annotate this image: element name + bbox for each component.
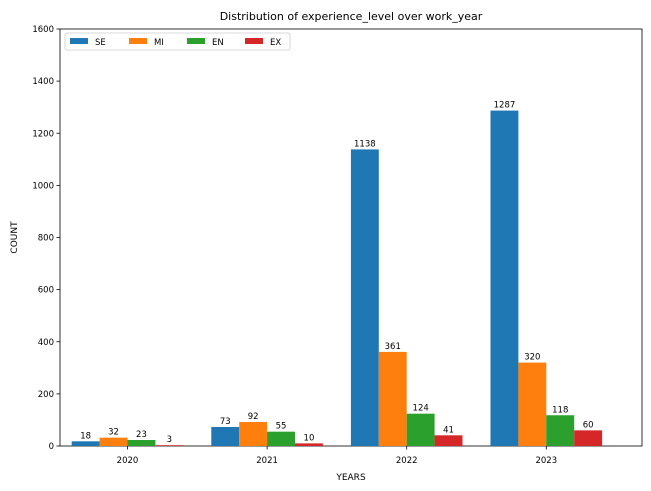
bar-mi-2022 <box>378 351 407 446</box>
x-axis: 2020 2021 2022 2023 <box>117 446 557 466</box>
bar-labels-layer: 18 73 1138 1287 32 92 361 320 23 55 124 118 3 10 41 60 <box>80 101 593 446</box>
bar-value-label: 41 <box>443 425 454 435</box>
bar-value-label: 118 <box>552 405 568 415</box>
x-axis-label: YEARS <box>335 473 366 483</box>
bar-value-label: 32 <box>108 428 119 438</box>
bar-value-label: 18 <box>80 431 91 441</box>
y-tick-label: 200 <box>38 390 54 400</box>
bar-ex-2023 <box>574 430 603 446</box>
y-tick-label: 0 <box>49 442 54 452</box>
bar-value-label: 10 <box>304 433 315 443</box>
x-tick-label: 2022 <box>396 456 418 466</box>
bar-value-label: 60 <box>583 420 594 430</box>
x-tick-label: 2021 <box>256 456 278 466</box>
legend-swatch-en <box>187 38 205 44</box>
legend-swatch-ex <box>245 38 263 44</box>
legend-swatch-mi <box>129 38 147 44</box>
bar-value-label: 1287 <box>494 101 516 111</box>
y-tick-label: 400 <box>38 338 54 348</box>
bar-value-label: 1138 <box>354 139 376 149</box>
bar-value-label: 23 <box>136 430 147 440</box>
bar-value-label: 55 <box>276 422 287 432</box>
bar-mi-2023 <box>518 362 547 446</box>
legend-label-ex: EX <box>270 38 281 48</box>
bar-se-2023 <box>490 110 519 446</box>
legend-swatch-se <box>70 38 88 44</box>
y-axis-label: COUNT <box>10 221 20 254</box>
bars-layer <box>71 110 603 446</box>
bar-se-2021 <box>211 426 240 446</box>
bar-en-2023 <box>546 415 575 446</box>
legend-label-se: SE <box>95 38 106 48</box>
legend-label-mi: MI <box>154 38 164 48</box>
y-tick-label: 1600 <box>32 25 54 35</box>
y-tick-label: 800 <box>38 234 54 244</box>
bar-ex-2020 <box>155 445 184 446</box>
bar-value-label: 3 <box>167 435 172 445</box>
bar-en-2020 <box>127 440 156 446</box>
bar-se-2020 <box>71 441 100 446</box>
y-tick-label: 1000 <box>32 181 54 191</box>
y-tick-label: 1400 <box>32 77 54 87</box>
bar-ex-2022 <box>434 435 463 446</box>
bar-value-label: 320 <box>524 353 540 363</box>
bar-se-2022 <box>350 149 379 446</box>
y-tick-label: 1200 <box>32 129 54 139</box>
bar-ex-2021 <box>295 443 323 446</box>
bar-value-label: 124 <box>413 404 429 414</box>
bar-en-2021 <box>267 431 295 446</box>
x-tick-label: 2023 <box>535 456 557 466</box>
chart-title: Distribution of experience_level over wo… <box>220 10 483 23</box>
bar-value-label: 361 <box>385 342 401 352</box>
x-tick-label: 2020 <box>117 456 139 466</box>
bar-en-2022 <box>406 413 435 446</box>
legend-label-en: EN <box>212 38 224 48</box>
legend: SE MI EN EX <box>64 32 291 51</box>
bar-mi-2020 <box>99 437 128 446</box>
y-axis: 0 200 400 600 800 1000 1200 1400 1600 <box>32 25 60 452</box>
bar-value-label: 92 <box>248 412 259 422</box>
bar-value-label: 73 <box>220 417 231 427</box>
legend-box <box>64 32 291 51</box>
bar-mi-2021 <box>239 422 268 446</box>
y-tick-label: 600 <box>38 286 54 296</box>
